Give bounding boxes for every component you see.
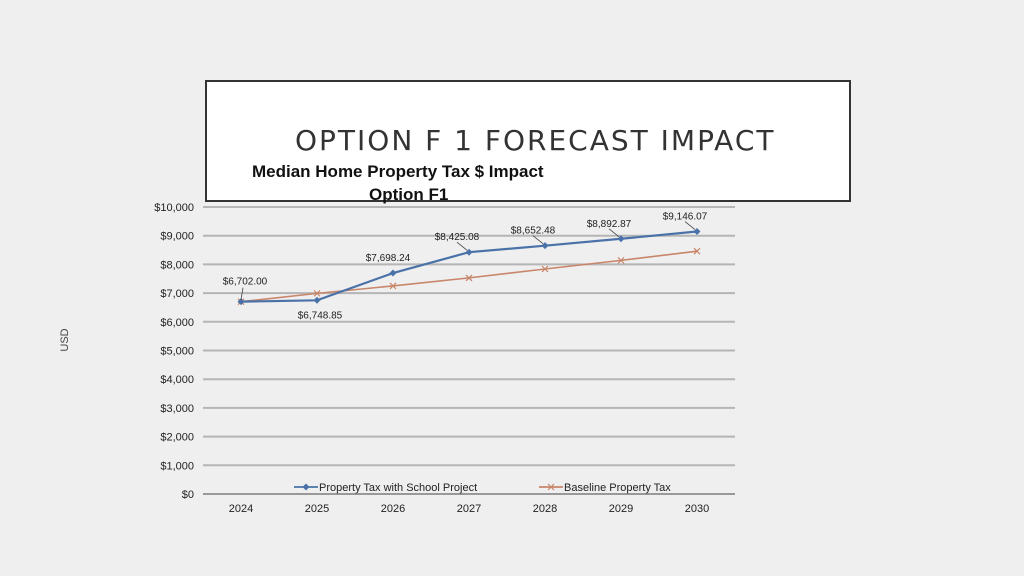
data-point xyxy=(541,242,549,250)
x-tick-label: 2027 xyxy=(457,503,481,515)
data-label: $8,425.08 xyxy=(435,232,480,243)
y-tick-label: $0 xyxy=(182,489,194,501)
series-lines xyxy=(237,228,701,306)
y-tick-label: $2,000 xyxy=(160,432,194,444)
legend-label: Property Tax with School Project xyxy=(319,482,477,494)
data-label-leader xyxy=(608,228,620,238)
x-tick-labels: 2024 2025 2026 2027 2028 2029 2030 xyxy=(229,503,709,515)
y-tick-label: $1,000 xyxy=(160,460,194,472)
data-point xyxy=(465,274,473,282)
title-box: OPTION F 1 FORECAST IMPACT Median Home P… xyxy=(205,80,851,204)
data-point xyxy=(693,228,701,236)
legend-label: Baseline Property Tax xyxy=(564,482,671,494)
data-label-leader xyxy=(240,287,244,300)
y-axis-label: USD xyxy=(59,328,71,351)
chart-title: Median Home Property Tax $ Impact xyxy=(252,162,544,181)
data-point xyxy=(617,256,625,264)
y-tick-label: $5,000 xyxy=(160,346,194,358)
data-label: $7,698.24 xyxy=(366,253,411,264)
data-label: $8,892.87 xyxy=(587,219,632,230)
data-label: $6,702.00 xyxy=(223,277,268,288)
y-tick-label: $4,000 xyxy=(160,374,194,386)
y-tick-label: $6,000 xyxy=(160,317,194,329)
x-tick-label: 2024 xyxy=(229,503,253,515)
x-tick-label: 2026 xyxy=(381,503,405,515)
y-tick-label: $3,000 xyxy=(160,403,194,415)
data-labels: $6,702.00 $6,748.85 $7,698.24 $8,425.08 $8,6… xyxy=(223,212,708,322)
data-label: $8,652.48 xyxy=(511,226,556,237)
data-label-leader xyxy=(456,241,468,251)
data-label: $9,146.07 xyxy=(663,212,708,223)
x-tick-label: 2025 xyxy=(305,503,329,515)
x-tick-label: 2029 xyxy=(609,503,633,515)
legend: Property Tax with School Project Baseline… xyxy=(294,482,671,494)
data-label-leader xyxy=(684,221,696,230)
chart-subtitle: Option F1 xyxy=(369,185,449,204)
data-point xyxy=(389,282,397,290)
data-point xyxy=(617,235,625,243)
y-tick-label: $9,000 xyxy=(160,231,194,243)
y-tick-label: $7,000 xyxy=(160,288,194,300)
x-tick-label: 2030 xyxy=(685,503,709,515)
legend-marker xyxy=(547,483,555,491)
y-tick-labels: $0 $1,000 $2,000 $3,000 $4,000 $5,000 $6,000 $7… xyxy=(154,202,194,501)
data-point xyxy=(313,289,321,297)
data-point xyxy=(541,265,549,273)
data-point xyxy=(389,269,397,277)
data-point xyxy=(237,298,245,306)
y-tick-label: $10,000 xyxy=(154,202,194,214)
legend-marker xyxy=(302,483,310,491)
y-tick-label: $8,000 xyxy=(160,259,194,271)
data-point xyxy=(465,248,473,256)
data-point xyxy=(313,296,321,304)
slide-title: OPTION F 1 FORECAST IMPACT xyxy=(295,124,776,157)
series-line-1 xyxy=(240,250,698,303)
data-point xyxy=(693,247,701,255)
data-label: $6,748.85 xyxy=(298,310,343,321)
data-label-leader xyxy=(532,235,544,244)
x-tick-label: 2028 xyxy=(533,503,557,515)
